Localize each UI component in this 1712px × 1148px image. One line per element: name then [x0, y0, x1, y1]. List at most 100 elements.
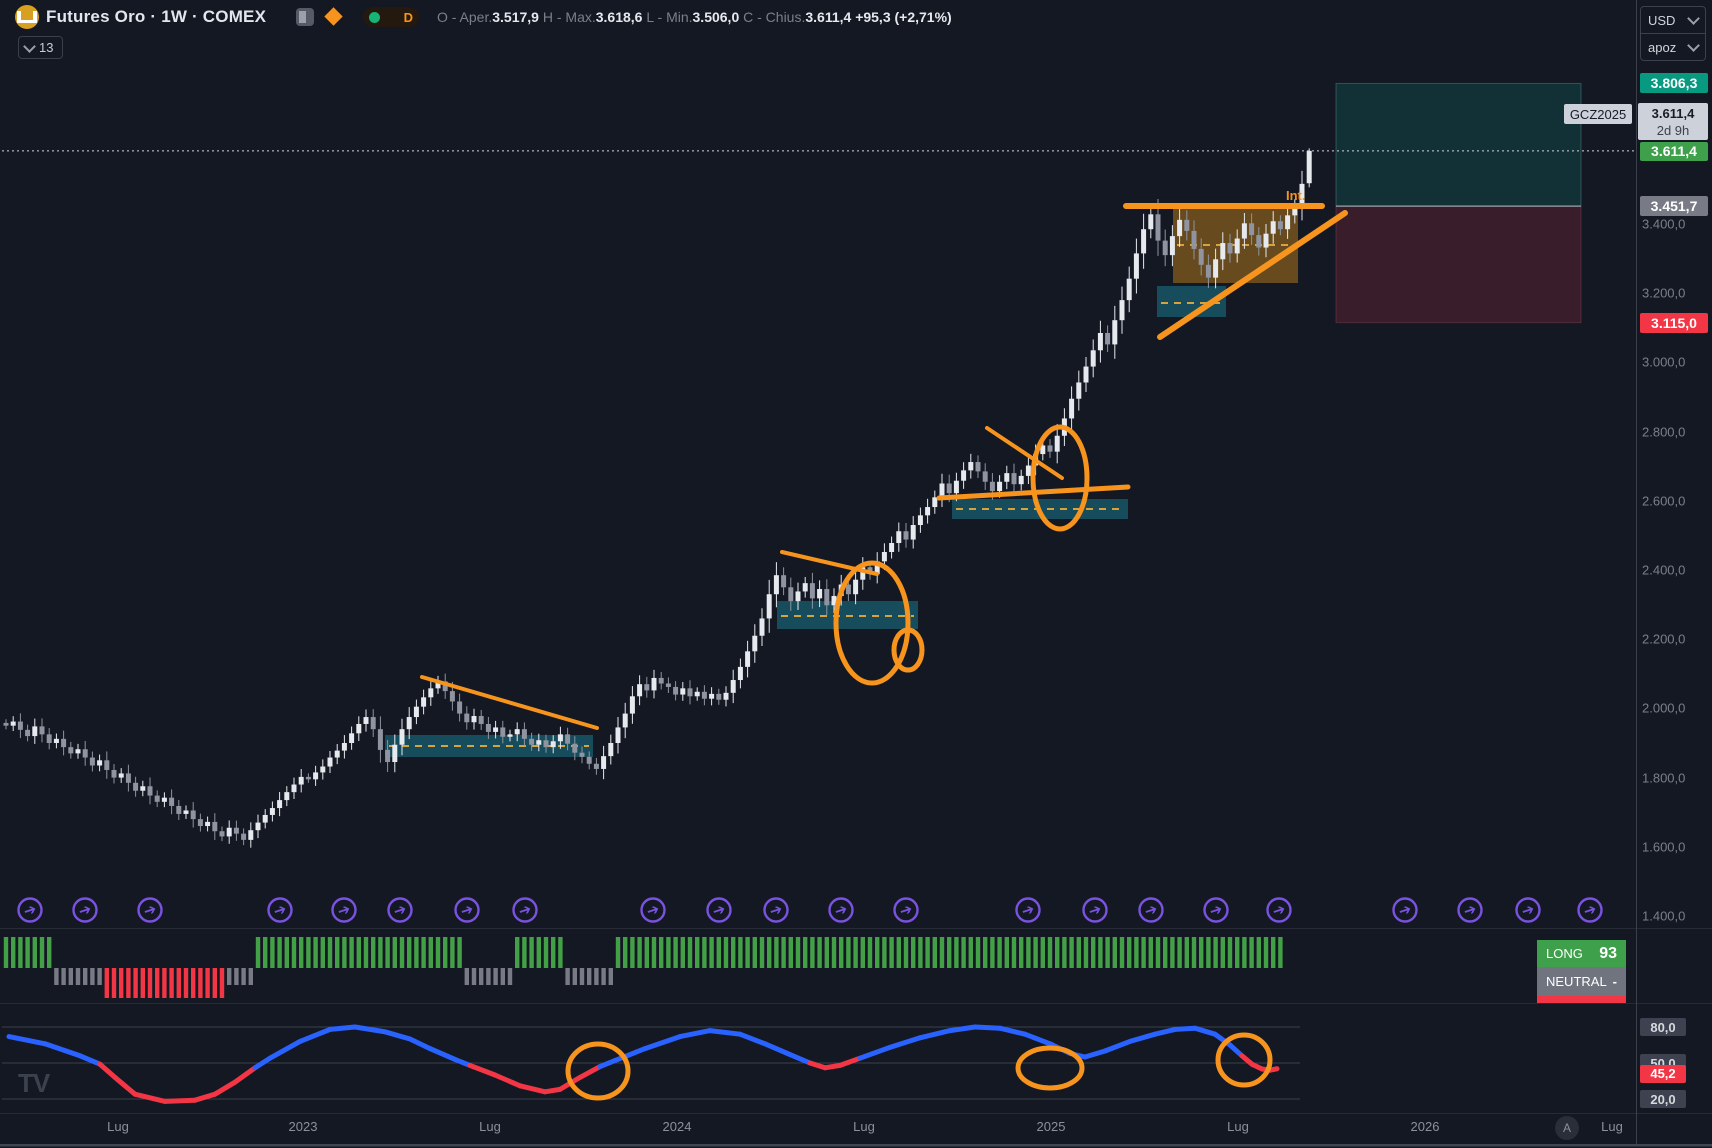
rollover-marker-icon[interactable]: ➔ [1015, 897, 1041, 923]
svg-text:➔: ➔ [1397, 900, 1414, 920]
svg-text:➔: ➔ [1020, 900, 1037, 920]
symbol-title[interactable]: Futures Oro · 1W · COMEX [46, 7, 267, 26]
rollover-marker-icon[interactable]: ➔ [706, 897, 732, 923]
market-open-dot-icon [369, 11, 380, 23]
svg-text:➔: ➔ [1582, 900, 1599, 920]
rollover-marker-icon[interactable]: ➔ [1457, 897, 1483, 923]
rollover-marker-icon[interactable]: ➔ [1577, 897, 1603, 923]
rollover-marker-icon[interactable]: ➔ [640, 897, 666, 923]
svg-text:➔: ➔ [142, 900, 159, 920]
neutral-label: NEUTRAL [1546, 974, 1607, 989]
target-price-badge: 3.806,3 [1640, 73, 1708, 94]
rollover-marker-icon[interactable]: ➔ [454, 897, 480, 923]
bars-count-button[interactable]: 13 [18, 36, 64, 59]
open-label: O - Aper. [437, 9, 493, 25]
rollover-marker-icon[interactable]: ➔ [72, 897, 98, 923]
time-tick-label: 2023 [288, 1119, 318, 1134]
price-tick-label: 3.000,0 [1642, 354, 1686, 370]
oscillator-last-badge: 45,2 [1640, 1064, 1686, 1083]
contract-tooltip: GCZ2025 [1564, 104, 1632, 124]
price-tick-label: 2.400,0 [1642, 562, 1686, 578]
time-tick-label: 2024 [662, 1119, 692, 1134]
price-tick-label: 2.000,0 [1642, 700, 1686, 716]
svg-text:➔: ➔ [22, 900, 39, 920]
rollover-marker-icon[interactable]: ➔ [763, 897, 789, 923]
svg-text:➔: ➔ [392, 900, 409, 920]
unit-toggle[interactable]: apoz [1641, 33, 1705, 60]
svg-text:➔: ➔ [1520, 900, 1537, 920]
drawing-annotations [420, 203, 1348, 1101]
svg-text:➔: ➔ [77, 900, 94, 920]
interval-label: D [403, 9, 413, 25]
entry-price-badge: 3.451,7 [1640, 196, 1708, 217]
high-label: H - Max. [542, 9, 596, 25]
scale-unit-selector: USD apoz [1640, 6, 1706, 61]
rollover-marker-icon[interactable]: ➔ [1082, 897, 1108, 923]
svg-text:➔: ➔ [1462, 900, 1479, 920]
price-tick-label: 3.200,0 [1642, 285, 1686, 301]
time-tick-label: 2026 [1410, 1119, 1440, 1134]
signal-long-row: LONG 93 [1537, 940, 1626, 967]
chart-header: Futures Oro · 1W · COMEX D O - Aper.3.51… [0, 0, 1636, 34]
signal-neutral-row: NEUTRAL - [1537, 967, 1626, 996]
change-value: +95,3 (+2,71%) [855, 9, 952, 25]
svg-text:➔: ➔ [833, 900, 850, 920]
session-interval-pill[interactable]: D [363, 7, 419, 27]
ohlc-readout: O - Aper.3.517,9 H - Max.3.618,6 L - Min… [437, 9, 952, 25]
risk-reward-tool[interactable] [1335, 82, 1582, 324]
svg-text:➔: ➔ [768, 900, 785, 920]
rollover-marker-icon[interactable]: ➔ [1515, 897, 1541, 923]
price-tick-label: 3.400,0 [1642, 216, 1686, 232]
neutral-value: - [1612, 974, 1617, 989]
rollover-marker-icon[interactable]: ➔ [267, 897, 293, 923]
svg-text:➔: ➔ [1143, 900, 1160, 920]
signal-short-strip [1537, 996, 1626, 1003]
rollover-marker-icon[interactable]: ➔ [17, 897, 43, 923]
rollover-marker-icon[interactable]: ➔ [331, 897, 357, 923]
currency-label: USD [1648, 12, 1676, 28]
svg-text:➔: ➔ [1208, 900, 1225, 920]
stop-price-badge: 3.115,0 [1640, 312, 1708, 333]
rollover-marker-icon[interactable]: ➔ [1266, 897, 1292, 923]
flag-icon[interactable] [296, 8, 314, 26]
rollover-marker-icon[interactable]: ➔ [137, 897, 163, 923]
currency-toggle[interactable]: USD [1641, 7, 1705, 33]
svg-text:➔: ➔ [272, 900, 289, 920]
price-tick-label: 2.600,0 [1642, 493, 1686, 509]
rollover-marker-icon[interactable]: ➔ [893, 897, 919, 923]
contract-countdown: 2d 9h [1656, 122, 1690, 138]
rollover-marker-icon[interactable]: ➔ [828, 897, 854, 923]
contract-price: 3.611,4 [1651, 105, 1695, 121]
rollover-marker-icon[interactable]: ➔ [1203, 897, 1229, 923]
svg-text:➔: ➔ [1087, 900, 1104, 920]
time-tick-label: Lug [479, 1119, 501, 1134]
time-tick-label: Lug [107, 1119, 129, 1134]
instrument-logo-icon [15, 5, 39, 29]
price-tick-label: 2.200,0 [1642, 631, 1686, 647]
tradingview-watermark: TV [18, 1068, 50, 1098]
high-value: 3.618,6 [595, 9, 643, 25]
entry-annotation-label: Int. [1286, 188, 1306, 203]
bars-count-label: 13 [39, 40, 54, 55]
oscillator-level-label: 80,0 [1640, 1018, 1686, 1036]
time-tick-label: Lug [1227, 1119, 1249, 1134]
countdown-badge: 3.611,4 2d 9h [1638, 103, 1708, 140]
close-label: C - Chius. [743, 9, 806, 25]
low-label: L - Min. [646, 9, 693, 25]
rollover-marker-icon[interactable]: ➔ [1392, 897, 1418, 923]
price-tick-label: 1.600,0 [1642, 839, 1686, 855]
auto-fit-button[interactable]: A [1555, 1116, 1579, 1140]
oscillator-pane [2, 1024, 1300, 1104]
oscillator-level-label: 20,0 [1640, 1090, 1686, 1108]
contract-rollover-markers[interactable]: ➔ ➔ ➔ ➔ ➔ ➔ ➔ ➔ ➔ ➔ ➔ ➔ ➔ ➔ ➔ ➔ ➔ ➔ ➔ ➔ ➔ ➔ [17, 897, 1603, 923]
chevron-down-icon [1687, 39, 1700, 52]
diamond-icon[interactable] [324, 7, 343, 26]
close-value: 3.611,4 [805, 9, 852, 25]
rollover-marker-icon[interactable]: ➔ [1138, 897, 1164, 923]
rollover-marker-icon[interactable]: ➔ [512, 897, 538, 923]
price-tick-label: 1.800,0 [1642, 770, 1686, 786]
chevron-down-icon [1687, 12, 1700, 25]
rollover-marker-icon[interactable]: ➔ [387, 897, 413, 923]
